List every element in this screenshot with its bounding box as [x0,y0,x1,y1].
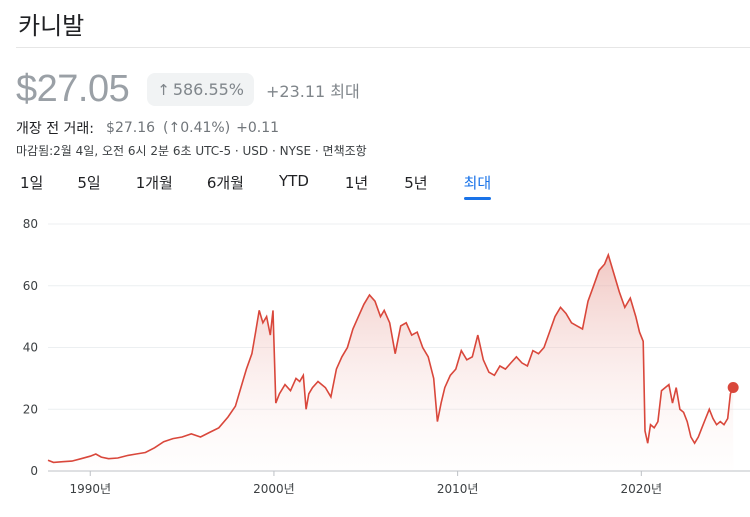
arrow-up-icon: ↑ [157,80,170,99]
price-row: $27.05 ↑ 586.55% +23.11 최대 [16,68,360,111]
premarket-percent: (↑0.41%) [163,120,231,136]
market-meta: 마감됨:2월 4일, 오전 6시 2분 6초 UTC-5 · USD · NYS… [16,144,367,158]
y-tick-label: 40 [23,341,38,355]
price-area-fill [48,254,734,471]
tab-max[interactable]: 최대 [463,170,491,200]
tab-ytd[interactable]: YTD [279,172,309,190]
tab-5y[interactable]: 5년 [404,174,428,192]
x-tick-label: 2020년 [621,482,663,496]
tab-1d[interactable]: 1일 [20,174,44,192]
tab-1m[interactable]: 1개월 [135,174,173,192]
tab-5d[interactable]: 5일 [77,174,101,192]
y-tick-label: 80 [23,217,38,231]
absolute-change: +23.11 최대 [266,81,360,101]
premarket-label: 개장 전 거래: [16,121,95,137]
percent-change: 586.55% [172,80,244,99]
premarket-change: +0.11 [236,120,280,136]
tab-1y[interactable]: 1년 [344,174,369,192]
x-tick-label: 2010년 [437,482,479,496]
y-tick-label: 60 [23,279,38,293]
premarket-price: $27.16 [106,120,156,136]
range-tabs: 1일 5일 1개월 6개월 YTD 1년 5년 최대 [20,170,491,200]
x-tick-label: 2000년 [253,482,295,496]
y-tick-label: 20 [23,402,38,416]
x-tick-label: 1990년 [69,482,111,496]
percent-change-badge: ↑ 586.55% [147,73,254,106]
price-line [47,252,734,464]
y-tick-label: 0 [30,464,38,478]
current-price-marker [727,381,739,393]
current-price: $27.05 [16,68,130,110]
tab-6m[interactable]: 6개월 [206,174,244,192]
stock-title: 카니발 [18,12,85,40]
premarket-row: 개장 전 거래: $27.16 (↑0.41%) +0.11 [16,118,279,138]
chart-axes: 0 20 40 60 80 1990년 2000년 2010년 2020년 [23,217,662,496]
header-divider [16,47,750,48]
price-chart: 0 20 40 60 80 1990년 2000년 2010년 2020년 [23,217,750,496]
